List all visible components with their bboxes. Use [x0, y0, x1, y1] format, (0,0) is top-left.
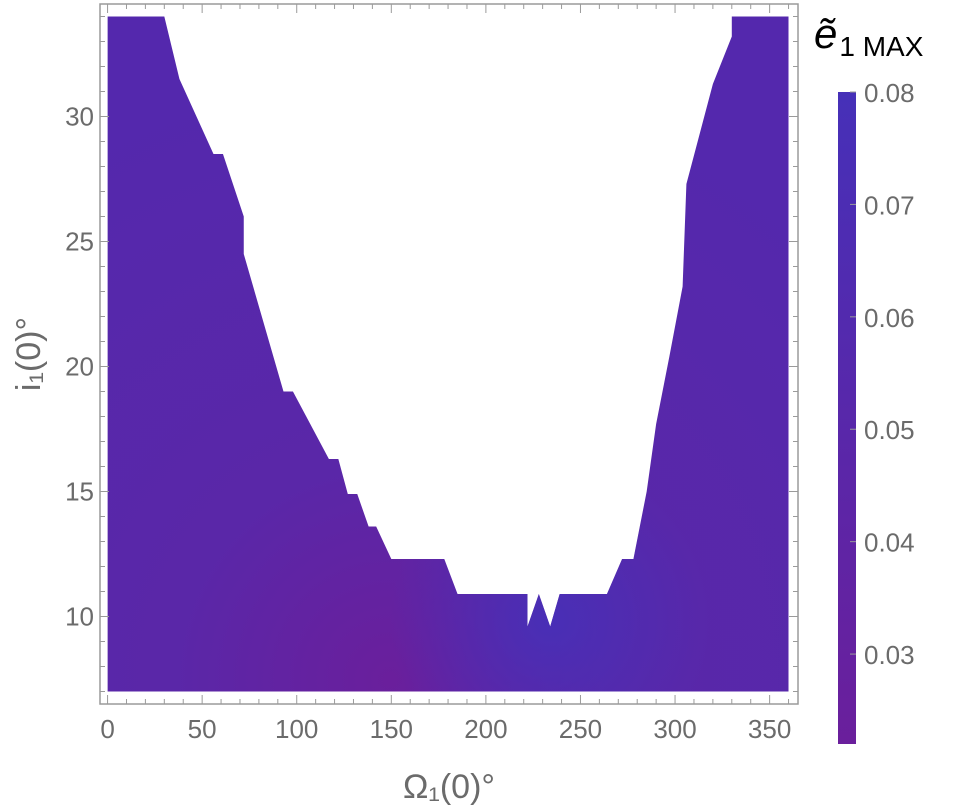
x-tick-label: 200 — [464, 714, 507, 744]
colorbar-title-subscript: 1 MAX — [839, 31, 923, 62]
y-tick-label: 15 — [65, 477, 94, 507]
colorbar-tick-label: 0.08 — [864, 78, 915, 108]
x-tick-label: 50 — [188, 714, 217, 744]
colorbar-title-symbol: ẽ — [814, 10, 837, 57]
x-axis-title: Ω₁(0)° — [403, 768, 495, 806]
y-axis-ticks: 10 15 20 25 30 — [65, 16, 798, 692]
colorbar-tick-label: 0.05 — [864, 415, 915, 445]
y-tick-label: 20 — [65, 352, 94, 382]
plot-frame — [99, 3, 799, 705]
colorbar-gradient-bar — [838, 92, 856, 744]
colorbar-tick-label: 0.07 — [864, 190, 915, 220]
x-axis-ticks: 0 50 100 150 200 250 300 350 — [100, 4, 791, 744]
x-tick-label: 0 — [100, 714, 114, 744]
colorbar: 0.08 0.07 0.06 0.05 0.04 0.03 — [838, 78, 915, 744]
colorbar-tick-label: 0.06 — [864, 303, 915, 333]
x-tick-label: 150 — [370, 714, 413, 744]
y-tick-label: 10 — [65, 602, 94, 632]
x-tick-label: 350 — [748, 714, 791, 744]
colorbar-tick-label: 0.03 — [864, 640, 915, 670]
plot-area — [99, 3, 799, 705]
y-tick-label: 30 — [65, 102, 94, 132]
colorbar-ticks: 0.08 0.07 0.06 0.05 0.04 0.03 — [850, 78, 915, 670]
colorbar-title: ẽ1 MAX — [814, 10, 924, 62]
x-tick-label: 300 — [653, 714, 696, 744]
heatmap-blue-glow — [107, 16, 789, 692]
x-tick-label: 250 — [559, 714, 602, 744]
y-tick-label: 25 — [65, 227, 94, 257]
y-axis-title: i₁(0)° — [10, 317, 48, 391]
x-tick-label: 100 — [275, 714, 318, 744]
colorbar-tick-label: 0.04 — [864, 528, 915, 558]
